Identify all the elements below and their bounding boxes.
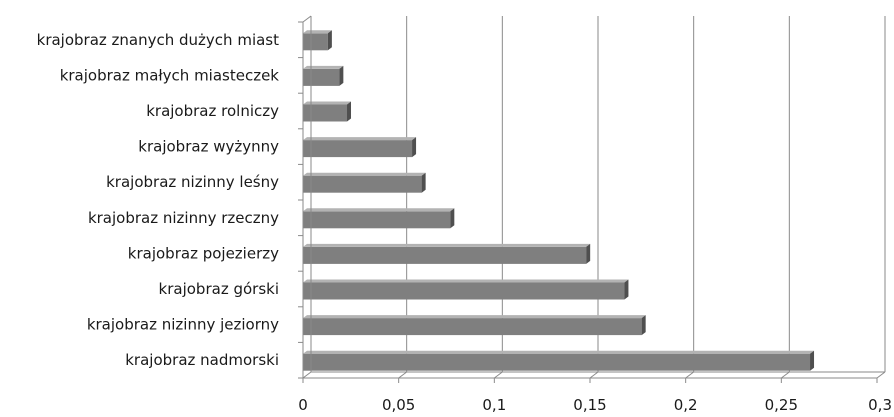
bar-front-7 [303, 282, 625, 300]
x-tick-label-6: 0,3 [868, 396, 892, 414]
category-label-6: krajobraz pojezierzy [128, 244, 279, 262]
x-tick-label-3: 0,15 [573, 396, 606, 414]
grid-layer [310, 16, 886, 372]
bar-6 [303, 243, 591, 264]
floor-connector-5 [781, 371, 790, 379]
bar-top-4 [303, 172, 426, 176]
bar-5 [303, 208, 455, 229]
bar-top-8 [303, 315, 646, 319]
bar-front-0 [303, 33, 328, 51]
bar-top-2 [303, 101, 352, 105]
bar-layer [303, 30, 815, 371]
category-label-2: krajobraz rolniczy [146, 102, 279, 120]
x-tick-label-4: 0,2 [674, 396, 698, 414]
category-label-1: krajobraz małych miasteczek [60, 66, 280, 84]
category-label-7: krajobraz górski [159, 280, 279, 298]
bar-9 [303, 350, 815, 371]
bar-side-3 [412, 137, 417, 158]
bar-2 [303, 101, 352, 122]
bar-top-6 [303, 243, 591, 247]
bar-front-2 [303, 104, 348, 122]
bar-top-0 [303, 30, 332, 34]
category-label-4: krajobraz nizinny leśny [106, 173, 279, 191]
category-label-8: krajobraz nizinny jeziorny [87, 316, 279, 334]
bar-front-1 [303, 68, 340, 86]
category-label-3: krajobraz wyżynny [138, 138, 279, 156]
category-label-5: krajobraz nizinny rzeczny [88, 209, 279, 227]
floor-connector-3 [589, 371, 599, 379]
bar-top-3 [303, 137, 417, 141]
x-tick-label-2: 0,1 [482, 396, 506, 414]
bar-side-7 [624, 279, 629, 300]
bar-top-7 [303, 279, 629, 283]
bar-side-1 [339, 65, 344, 86]
bar-front-8 [303, 318, 642, 336]
bar-front-9 [303, 353, 811, 371]
x-tick-label-0: 0 [298, 396, 308, 414]
floor-connector-0 [302, 371, 312, 379]
axis-layer [298, 15, 886, 383]
bar-side-0 [327, 30, 332, 51]
bar-top-9 [303, 350, 815, 354]
category-label-0: krajobraz znanych dużych miast [37, 31, 279, 49]
floor-connector-4 [685, 371, 694, 379]
bar-1 [303, 65, 344, 86]
bar-7 [303, 279, 629, 300]
x-tick-label-1: 0,05 [382, 396, 415, 414]
bar-front-5 [303, 211, 451, 229]
bar-front-6 [303, 246, 587, 264]
bar-side-9 [810, 350, 815, 371]
bar-3 [303, 137, 417, 158]
bar-top-5 [303, 208, 455, 212]
bar-4 [303, 172, 426, 193]
side-wall-top-edge [302, 15, 312, 23]
x-tick-label-5: 0,25 [765, 396, 798, 414]
bar-8 [303, 315, 646, 336]
bar-0 [303, 30, 332, 51]
bar-side-5 [450, 208, 455, 229]
bar-side-6 [586, 243, 591, 264]
bar-side-8 [641, 315, 646, 336]
bar-side-2 [347, 101, 352, 122]
bar-front-3 [303, 140, 413, 158]
label-layer: krajobraz znanych dużych miast krajobraz … [37, 31, 892, 414]
bar-side-4 [421, 172, 426, 193]
category-label-9: krajobraz nadmorski [125, 351, 279, 369]
floor-connector-1 [398, 371, 407, 379]
floor-connector-6 [876, 371, 886, 379]
bar-top-1 [303, 65, 344, 69]
bar-front-4 [303, 175, 422, 193]
floor-connector-2 [494, 371, 503, 379]
